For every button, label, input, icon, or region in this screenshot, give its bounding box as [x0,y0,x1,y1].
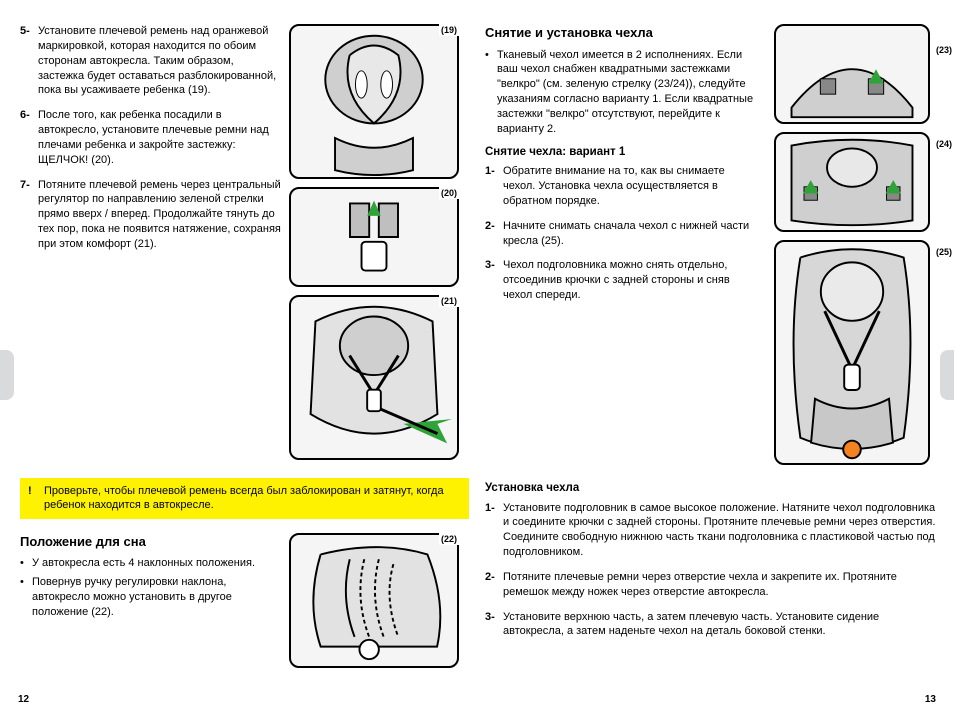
figure-21: (21) [289,295,459,460]
step-number: 1- [485,164,503,209]
page-spread: 5- Установите плечевой ремень над оранже… [0,0,954,716]
sleep-text: Положение для сна У автокресла есть 4 на… [20,533,281,676]
page-13: Снятие и установка чехла Тканевый чехол … [477,0,954,716]
right-figure-column: (23) (24) [768,24,938,473]
rb-step-1: 1- Установите подголовник в самое высоко… [485,501,938,560]
rb-step-2: 2- Потяните плечевые ремни через отверст… [485,570,938,600]
figure-25: (25) [774,240,930,465]
step-text: Установите подголовник в самое высокое п… [503,501,938,560]
cover-heading: Снятие и установка чехла [485,24,760,42]
step-text: Установите плечевой ремень над оранжевой… [38,24,281,98]
rb-step-3: 3- Установите верхнюю часть, а затем пле… [485,610,938,640]
sleep-bullet-1: У автокресла есть 4 наклонных положения. [20,556,281,571]
step-number: 2- [485,219,503,249]
page-number-right: 13 [925,693,936,707]
step-6: 6- После того, как ребенка посадили в ав… [20,108,281,167]
step-text: Чехол подголовника можно снять отдельно,… [503,258,760,303]
sleep-heading: Положение для сна [20,533,281,551]
carseat-headrest-icon [291,26,457,177]
sleep-bullet-2: Повернув ручку регулировки наклона, авто… [20,575,281,620]
figure-22: (22) [289,533,459,668]
page-12: 5- Установите плечевой ремень над оранже… [0,0,477,716]
figure-tag: (22) [439,533,459,545]
warning-box: ! Проверьте, чтобы плечевой ремень всегд… [20,478,469,519]
figure-20: (20) [289,187,459,287]
step-5: 5- Установите плечевой ремень над оранже… [20,24,281,98]
step-number: 7- [20,178,38,252]
left-text-column: 5- Установите плечевой ремень над оранже… [20,24,281,468]
velcro-side-icon [776,134,928,230]
step-text: Потяните плечевые ремни через отверстие … [503,570,938,600]
step-number: 3- [485,610,503,640]
r-step-3: 3- Чехол подголовника можно снять отдель… [485,258,760,303]
figure-tag: (20) [439,187,459,199]
right-text-column: Снятие и установка чехла Тканевый чехол … [485,24,760,473]
r-step-1: 1- Обратите внимание на то, как вы снима… [485,164,760,209]
step-number: 6- [20,108,38,167]
full-seat-cover-icon [776,242,928,463]
step-text: Установите верхнюю часть, а затем плечев… [503,610,938,640]
figure-tag: (23) [936,44,952,56]
figure-19: (19) [289,24,459,179]
step-number: 3- [485,258,503,303]
intro-bullet: Тканевый чехол имеется в 2 исполнениях. … [485,48,760,137]
warning-text: Проверьте, чтобы плечевой ремень всегда … [44,484,461,513]
step-number: 2- [485,570,503,600]
figure-tag: (19) [439,24,459,36]
figure-tag: (25) [936,246,952,258]
step-7: 7- Потяните плечевой ремень через центра… [20,178,281,252]
step-number: 1- [485,501,503,560]
step-number: 5- [20,24,38,98]
variant1-heading: Снятие чехла: вариант 1 [485,145,760,161]
figure-tag: (21) [439,295,459,307]
step-text: Потяните плечевой ремень через центральн… [38,178,281,252]
figure-23: (23) [774,24,930,124]
figure-tag: (24) [936,138,952,150]
carseat-tighten-icon [291,297,457,458]
step-text: Начните снимать сначала чехол с нижней ч… [503,219,760,249]
velcro-top-icon [776,26,928,122]
install-cover-heading: Установка чехла [485,481,938,497]
step-text: После того, как ребенка посадили в авток… [38,108,281,167]
recline-positions-icon [291,535,457,666]
figure-24: (24) [774,132,930,232]
buckle-click-icon [291,189,457,285]
left-figure-column: (19) (20) [289,24,469,468]
step-text: Обратите внимание на то, как вы снимаете… [503,164,760,209]
warning-mark: ! [28,484,44,513]
r-step-2: 2- Начните снимать сначала чехол с нижне… [485,219,760,249]
page-number-left: 12 [18,693,29,707]
